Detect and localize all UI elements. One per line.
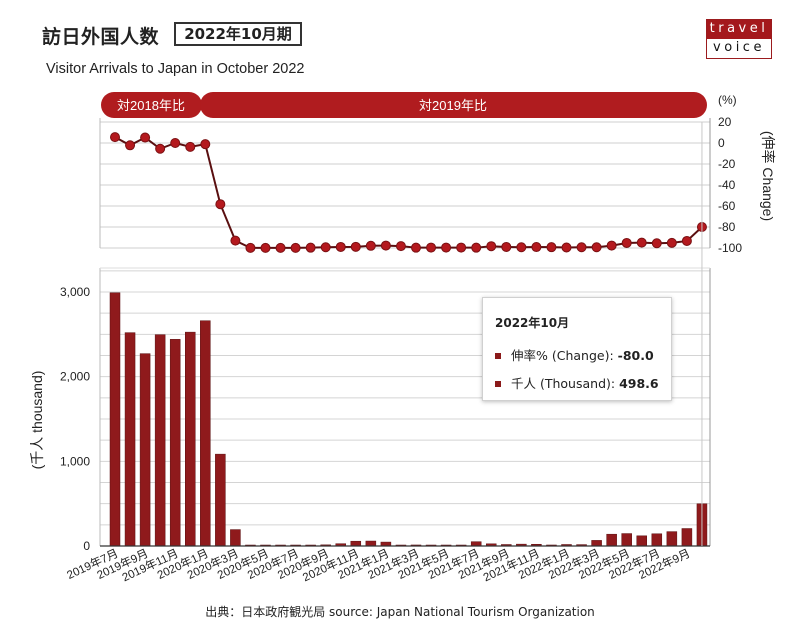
banner-vs-2019-label: 対2019年比 [419, 98, 487, 113]
svg-text:-100: -100 [718, 241, 742, 255]
svg-text:20: 20 [718, 115, 732, 129]
tooltip-title: 2022年10月 [495, 316, 570, 330]
page-title-jp: 訪日外国人数 [42, 26, 160, 48]
line-y-axis-title: (伸率 Change) [760, 131, 776, 221]
svg-text:-60: -60 [718, 199, 736, 213]
svg-text:2,000: 2,000 [60, 370, 90, 384]
logo-bottom-text: voice [707, 39, 771, 58]
travelvoice-logo[interactable]: travel voice [706, 19, 772, 59]
svg-text:-20: -20 [718, 157, 736, 171]
banner-vs-2018: 対2018年比 [101, 92, 202, 118]
page-title-en: Visitor Arrivals to Japan in October 202… [46, 61, 305, 77]
svg-text:0: 0 [83, 539, 90, 553]
svg-text:0: 0 [718, 136, 725, 150]
period-badge: 2022年10月期 [174, 22, 302, 46]
tooltip-change-row: 伸率% (Change): -80.0 [495, 345, 654, 364]
bar-chart-x-axis-labels: 2019年7月2019年9月2019年11月2020年1月2020年3月2020… [65, 546, 693, 584]
chart-tooltip: 2022年10月 伸率% (Change): -80.0 千人 (Thousan… [482, 297, 672, 401]
logo-top-text: travel [707, 20, 771, 39]
svg-text:-80: -80 [718, 220, 736, 234]
banner-vs-2019: 対2019年比 [200, 92, 707, 118]
line-chart-y-axis: 20 0 -20 -40 -60 -80 -100 [718, 115, 742, 255]
legend-square-icon [495, 380, 501, 387]
svg-text:1,000: 1,000 [60, 454, 90, 468]
source-credit: 出典：日本政府観光局 source: Japan National Touris… [205, 605, 595, 619]
line-chart-series [110, 132, 707, 253]
bar-chart-series [100, 122, 710, 547]
bar-chart-y-axis: 0 1,000 2,000 3,000 [60, 285, 90, 553]
tooltip-thousand-value: 498.6 [619, 376, 659, 391]
banner-vs-2018-label: 対2018年比 [117, 98, 185, 113]
svg-text:-40: -40 [718, 178, 736, 192]
tooltip-change-value: -80.0 [617, 348, 654, 363]
bar-y-axis-title: (千人 thousand) [29, 371, 45, 470]
tooltip-thousand-row: 千人 (Thousand): 498.6 [495, 373, 659, 392]
legend-square-icon [495, 352, 501, 359]
svg-text:3,000: 3,000 [60, 285, 90, 299]
line-chart-grid [99, 118, 711, 249]
line-y-unit: (%) [718, 93, 737, 107]
